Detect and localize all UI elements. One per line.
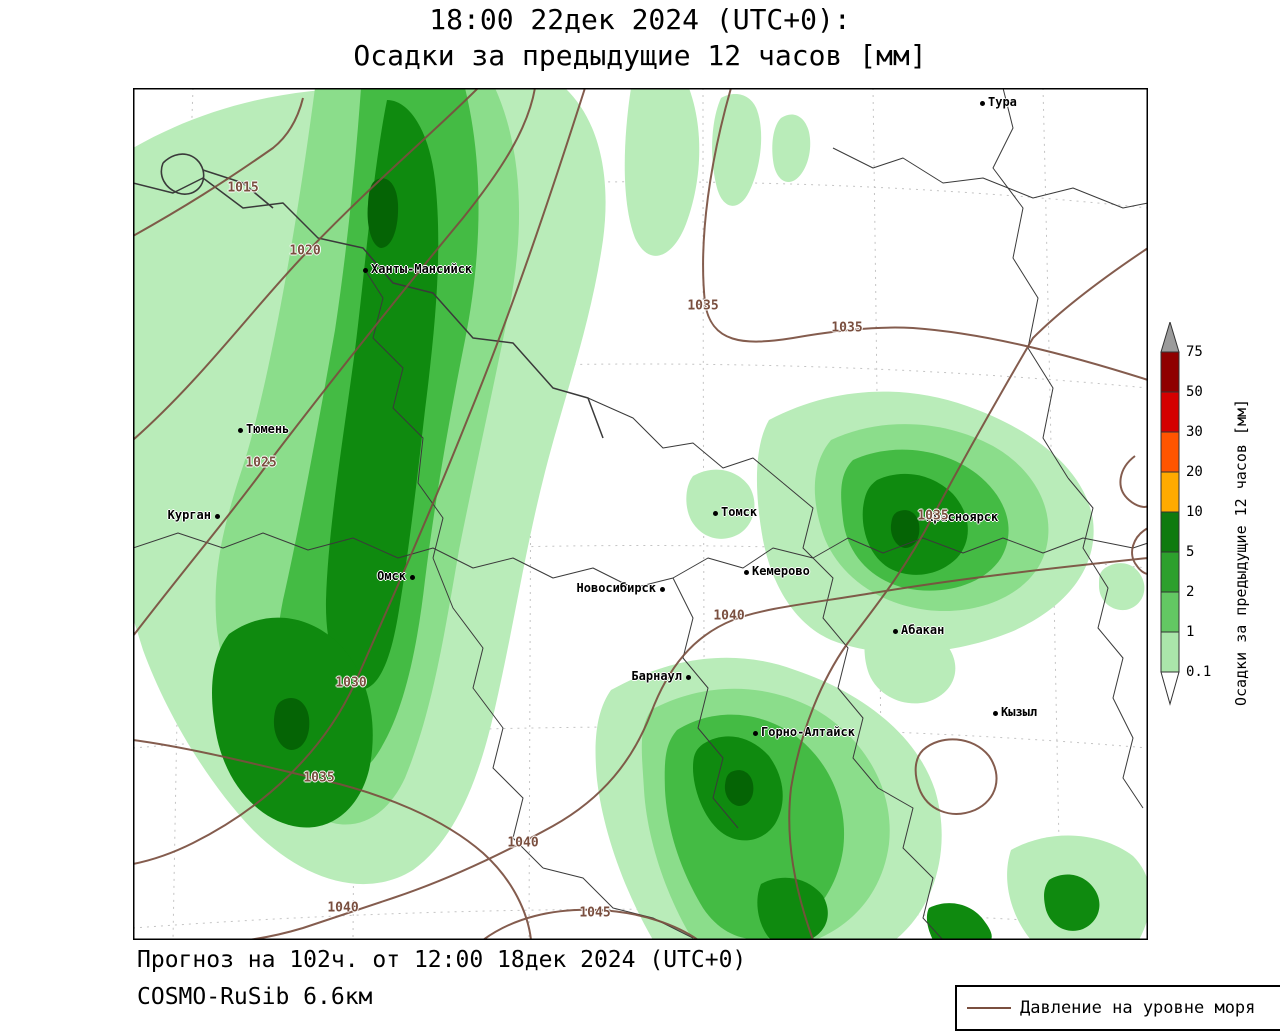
colorbar-tick: 20 — [1186, 464, 1203, 480]
isobar-edge-squiggle-2 — [1131, 527, 1148, 575]
colorbar-segment — [1160, 591, 1180, 633]
title-datetime: 18:00 22дек 2024 (UTC+0): — [429, 3, 851, 36]
title-variable: Осадки за предыдущие 12 часов [мм] — [353, 39, 927, 72]
colorbar-tick: 75 — [1186, 344, 1203, 360]
isobar-1045 — [482, 908, 699, 940]
isobar-1015 — [133, 97, 304, 237]
page-title: 18:00 22дек 2024 (UTC+0): Осадки за пред… — [0, 2, 1280, 74]
colorbar-segment — [1160, 351, 1180, 393]
isobar-edge-squiggle-1 — [1119, 455, 1148, 508]
map-frame — [133, 88, 1148, 940]
precipitation-colorbar — [1160, 322, 1180, 706]
colorbar-segment — [1160, 551, 1180, 593]
colorbar-segment — [1160, 471, 1180, 513]
pressure-legend-label: Давление на уровне моря — [1020, 998, 1256, 1018]
colorbar-tick: 2 — [1186, 584, 1195, 600]
isobar-1035-e — [788, 247, 1148, 940]
isobar-1035-n — [702, 88, 1148, 381]
forecast-info: Прогноз на 102ч. от 12:00 18дек 2024 (UT… — [137, 947, 747, 973]
colorbar-tick: 50 — [1186, 384, 1203, 400]
isobar-1040 — [247, 557, 1148, 940]
isobar-1030 — [133, 88, 586, 865]
model-name: COSMO-RuSib 6.6км — [137, 984, 373, 1010]
colorbar-segment — [1160, 431, 1180, 473]
colorbar-tick: 0.1 — [1186, 664, 1212, 680]
isobar-1020 — [133, 88, 479, 441]
colorbar-segment — [1160, 511, 1180, 553]
region-borders — [133, 88, 1148, 940]
colorbar-tick-labels: 75 50 30 20 10 5 2 1 0.1 — [1186, 322, 1226, 706]
map-canvas — [133, 88, 1148, 940]
isobar-lines — [133, 88, 1148, 940]
colorbar-axis-label: Осадки за предыдущие 12 часов [мм] — [1232, 398, 1250, 706]
isobar-1035-sw — [133, 739, 532, 940]
colorbar-segment — [1160, 631, 1180, 673]
precip-layer-extreme — [273, 178, 920, 806]
isobar-1025 — [133, 88, 536, 637]
colorbar-top-arrow — [1160, 322, 1180, 353]
isobar-closed-loop — [914, 738, 998, 815]
pressure-legend-box: Давление на уровне моря — [955, 985, 1280, 1031]
weather-map: Тура Ханты-Мансийск Тюмень Курган Омск Томск К… — [133, 88, 1148, 940]
colorbar-tick: 5 — [1186, 544, 1195, 560]
colorbar-bottom-arrow — [1160, 671, 1180, 706]
pressure-line-sample — [967, 1007, 1011, 1009]
colorbar-segment — [1160, 391, 1180, 433]
colorbar-tick: 30 — [1186, 424, 1203, 440]
colorbar-tick: 10 — [1186, 504, 1203, 520]
colorbar-tick: 1 — [1186, 624, 1195, 640]
